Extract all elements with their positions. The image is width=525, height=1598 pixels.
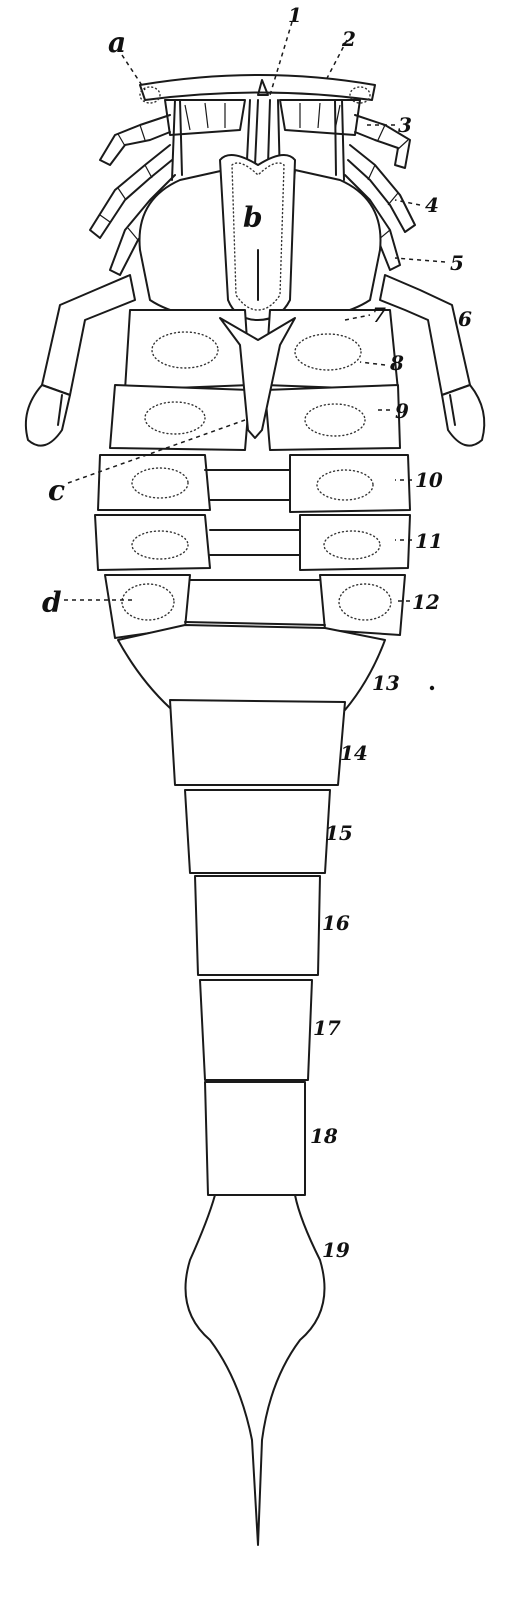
label-15: 15 [325, 821, 353, 845]
label-1: 1 [288, 3, 302, 27]
stray-dot [429, 685, 435, 691]
legs-right [339, 114, 416, 271]
label-c: c [48, 474, 65, 507]
telson [184, 1194, 326, 1546]
leader-lines [64, 21, 446, 602]
label-3: 3 [398, 113, 412, 137]
label-6: 6 [458, 307, 472, 331]
number-labels: 1 2 3 4 5 6 7 8 9 10 11 12 13 14 15 16 1… [288, 3, 472, 1262]
label-d: d [42, 586, 62, 619]
mesosoma [94, 309, 411, 639]
letter-labels: a b c d [42, 26, 263, 619]
label-b: b [243, 201, 263, 234]
label-17: 17 [313, 1016, 341, 1040]
label-18: 18 [310, 1124, 338, 1148]
label-5: 5 [450, 251, 464, 275]
head-region [139, 74, 376, 181]
label-11: 11 [415, 529, 443, 553]
label-9: 9 [395, 399, 409, 423]
metasoma [169, 699, 346, 1196]
label-8: 8 [389, 351, 404, 375]
label-16: 16 [322, 911, 350, 935]
paddle-legs [24, 274, 486, 447]
label-10: 10 [415, 468, 443, 492]
label-4: 4 [425, 193, 439, 217]
label-19: 19 [322, 1238, 350, 1262]
label-7: 7 [372, 303, 386, 327]
label-a: a [108, 26, 126, 59]
label-14: 14 [340, 741, 368, 765]
label-13: 13 [372, 671, 400, 695]
genital-operculum [138, 154, 382, 321]
label-12: 12 [412, 590, 440, 614]
segment-13 [117, 624, 386, 711]
label-2: 2 [341, 27, 356, 51]
